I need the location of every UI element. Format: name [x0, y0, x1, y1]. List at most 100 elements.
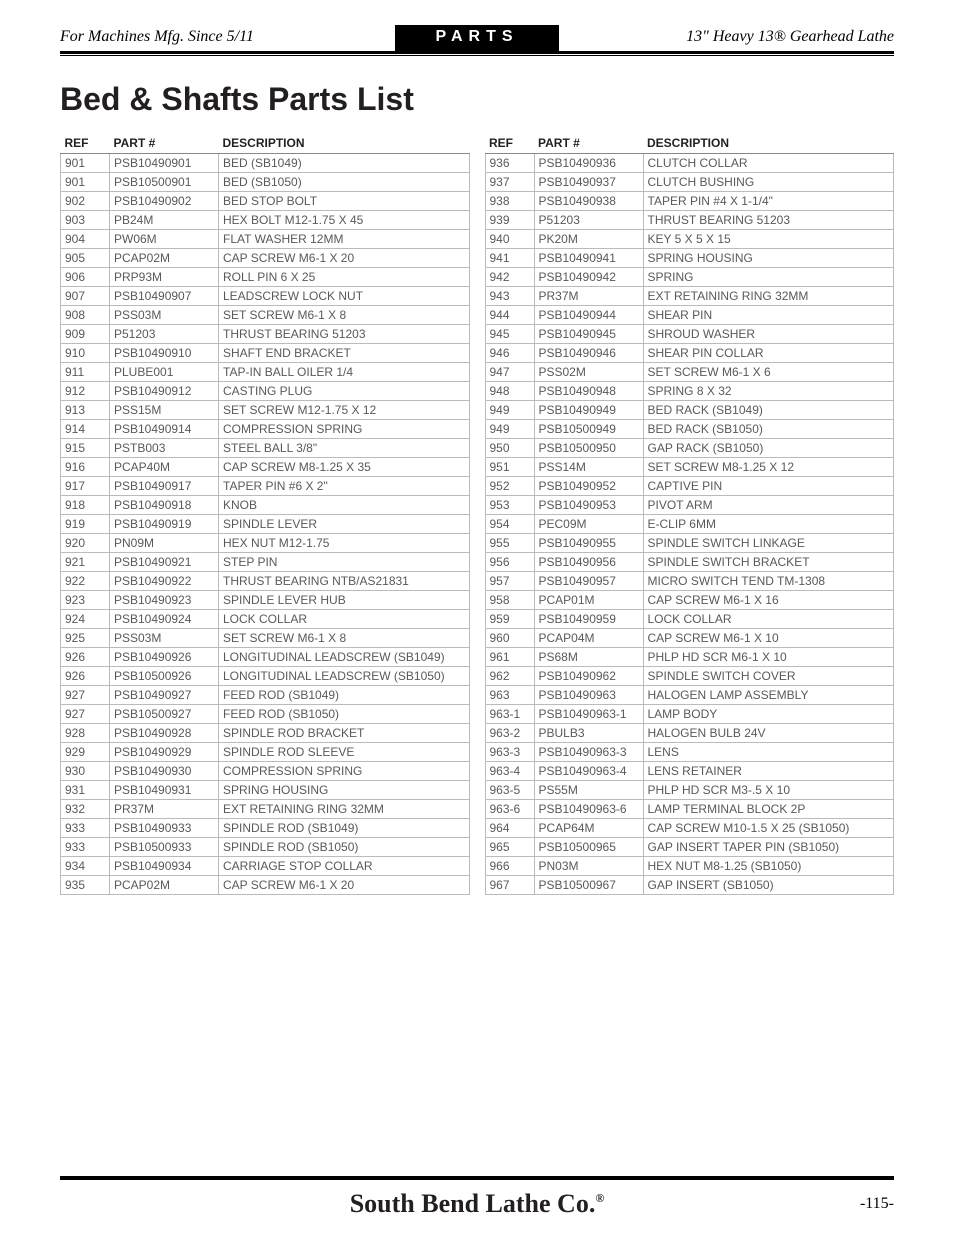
cell-part: PSB10490948	[534, 382, 643, 401]
cell-ref: 910	[61, 344, 110, 363]
cell-ref: 957	[485, 572, 534, 591]
cell-ref: 912	[61, 382, 110, 401]
cell-ref: 914	[61, 420, 110, 439]
cell-ref: 960	[485, 629, 534, 648]
table-row: 928PSB10490928SPINDLE ROD BRACKET	[61, 724, 470, 743]
cell-part: PSB10490959	[534, 610, 643, 629]
cell-desc: FLAT WASHER 12MM	[219, 230, 470, 249]
cell-desc: THRUST BEARING NTB/AS21831	[219, 572, 470, 591]
table-row: 957PSB10490957MICRO SWITCH TEND TM-1308	[485, 572, 894, 591]
table-row: 945PSB10490945SHROUD WASHER	[485, 325, 894, 344]
cell-ref: 908	[61, 306, 110, 325]
cell-part: PSB10490902	[110, 192, 219, 211]
header-rule	[60, 55, 894, 56]
cell-desc: CAP SCREW M10-1.5 X 25 (SB1050)	[643, 819, 894, 838]
cell-part: PCAP04M	[534, 629, 643, 648]
page-title: Bed & Shafts Parts List	[60, 81, 894, 118]
table-row: 925PSS03MSET SCREW M6-1 X 8	[61, 629, 470, 648]
cell-desc: LONGITUDINAL LEADSCREW (SB1050)	[219, 667, 470, 686]
cell-desc: HALOGEN BULB 24V	[643, 724, 894, 743]
cell-ref: 905	[61, 249, 110, 268]
footer-rule-thick	[60, 1177, 894, 1180]
cell-ref: 967	[485, 876, 534, 895]
cell-part: PSS03M	[110, 629, 219, 648]
table-row: 938PSB10490938TAPER PIN #4 X 1-1/4"	[485, 192, 894, 211]
cell-part: PSB10490962	[534, 667, 643, 686]
cell-part: PSB10490963-6	[534, 800, 643, 819]
table-row: 941PSB10490941SPRING HOUSING	[485, 249, 894, 268]
table-row: 963-2PBULB3HALOGEN BULB 24V	[485, 724, 894, 743]
table-row: 929PSB10490929SPINDLE ROD SLEEVE	[61, 743, 470, 762]
cell-part: PS68M	[534, 648, 643, 667]
cell-part: PSB10500901	[110, 173, 219, 192]
cell-ref: 906	[61, 268, 110, 287]
cell-ref: 920	[61, 534, 110, 553]
table-row: 918PSB10490918KNOB	[61, 496, 470, 515]
cell-part: PSB10490934	[110, 857, 219, 876]
cell-ref: 939	[485, 211, 534, 230]
cell-desc: KEY 5 X 5 X 15	[643, 230, 894, 249]
cell-part: PSB10490927	[110, 686, 219, 705]
col-part: PART #	[110, 133, 219, 154]
cell-ref: 940	[485, 230, 534, 249]
cell-part: PCAP40M	[110, 458, 219, 477]
cell-desc: TAP-IN BALL OILER 1/4	[219, 363, 470, 382]
cell-ref: 933	[61, 819, 110, 838]
cell-part: PSB10490910	[110, 344, 219, 363]
cell-ref: 949	[485, 401, 534, 420]
cell-desc: CAP SCREW M6-1 X 10	[643, 629, 894, 648]
cell-desc: LONGITUDINAL LEADSCREW (SB1049)	[219, 648, 470, 667]
cell-desc: SPRING 8 X 32	[643, 382, 894, 401]
cell-desc: SHROUD WASHER	[643, 325, 894, 344]
cell-ref: 938	[485, 192, 534, 211]
cell-part: PSB10490937	[534, 173, 643, 192]
cell-part: PSS02M	[534, 363, 643, 382]
cell-part: PSB10490953	[534, 496, 643, 515]
cell-desc: LEADSCREW LOCK NUT	[219, 287, 470, 306]
table-row: 907PSB10490907LEADSCREW LOCK NUT	[61, 287, 470, 306]
table-row: 919PSB10490919SPINDLE LEVER	[61, 515, 470, 534]
cell-ref: 931	[61, 781, 110, 800]
cell-part: PSB10490931	[110, 781, 219, 800]
cell-ref: 962	[485, 667, 534, 686]
cell-ref: 963-4	[485, 762, 534, 781]
cell-ref: 901	[61, 154, 110, 173]
cell-desc: CLUTCH COLLAR	[643, 154, 894, 173]
table-row: 956PSB10490956SPINDLE SWITCH BRACKET	[485, 553, 894, 572]
reg-mark: ®	[595, 1191, 604, 1205]
cell-part: PSB10490928	[110, 724, 219, 743]
cell-part: PSB10500965	[534, 838, 643, 857]
cell-ref: 955	[485, 534, 534, 553]
cell-ref: 958	[485, 591, 534, 610]
cell-desc: SHAFT END BRACKET	[219, 344, 470, 363]
cell-ref: 929	[61, 743, 110, 762]
cell-part: PS55M	[534, 781, 643, 800]
cell-part: PCAP01M	[534, 591, 643, 610]
cell-ref: 963-6	[485, 800, 534, 819]
cell-ref: 964	[485, 819, 534, 838]
table-row: 922PSB10490922THRUST BEARING NTB/AS21831	[61, 572, 470, 591]
table-row: 967PSB10500967GAP INSERT (SB1050)	[485, 876, 894, 895]
col-ref: REF	[485, 133, 534, 154]
table-row: 920PN09MHEX NUT M12-1.75	[61, 534, 470, 553]
table-row: 932PR37MEXT RETAINING RING 32MM	[61, 800, 470, 819]
cell-desc: KNOB	[219, 496, 470, 515]
cell-ref: 925	[61, 629, 110, 648]
cell-desc: CLUTCH BUSHING	[643, 173, 894, 192]
table-row: 950PSB10500950GAP RACK (SB1050)	[485, 439, 894, 458]
cell-part: PCAP02M	[110, 249, 219, 268]
cell-desc: LENS	[643, 743, 894, 762]
cell-part: PSB10490912	[110, 382, 219, 401]
cell-desc: HEX BOLT M12-1.75 X 45	[219, 211, 470, 230]
cell-desc: SPINDLE ROD (SB1049)	[219, 819, 470, 838]
cell-desc: SHEAR PIN	[643, 306, 894, 325]
cell-part: PSB10490933	[110, 819, 219, 838]
cell-part: PCAP64M	[534, 819, 643, 838]
cell-desc: BED RACK (SB1050)	[643, 420, 894, 439]
table-row: 962PSB10490962SPINDLE SWITCH COVER	[485, 667, 894, 686]
cell-ref: 963-5	[485, 781, 534, 800]
table-row: 910PSB10490910SHAFT END BRACKET	[61, 344, 470, 363]
cell-desc: THRUST BEARING 51203	[219, 325, 470, 344]
cell-ref: 959	[485, 610, 534, 629]
table-row: 930PSB10490930COMPRESSION SPRING	[61, 762, 470, 781]
